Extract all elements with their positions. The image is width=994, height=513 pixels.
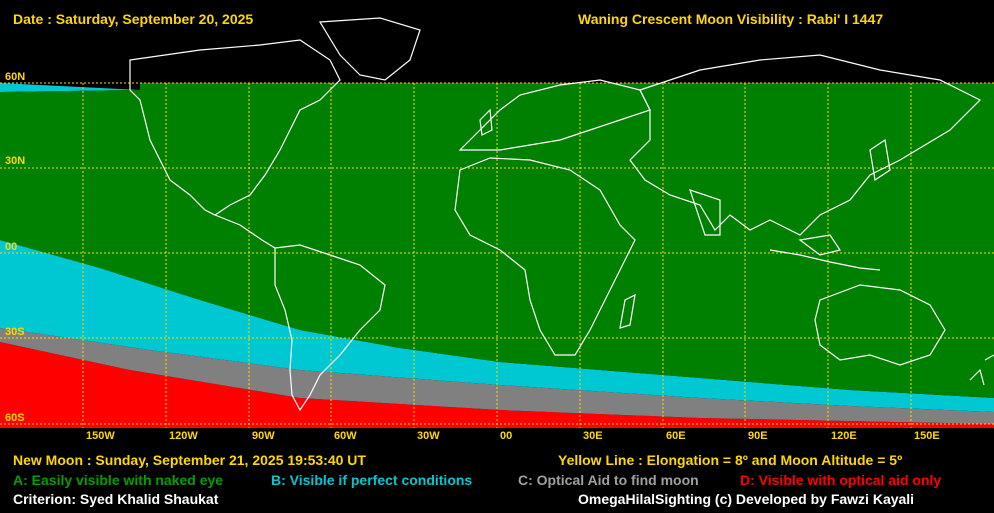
legend-d: D: Visible with optical aid only — [740, 472, 942, 488]
coastlines — [129, 17, 994, 412]
legend-a: A: Easily visible with naked eye — [13, 472, 224, 488]
date-label: Date : Saturday, September 20, 2025 — [13, 11, 254, 27]
lat-label-60s: 60S — [5, 412, 25, 424]
lat-label-60n: 60N — [5, 71, 26, 83]
map-title: Waning Crescent Moon Visibility : Rabi' … — [578, 11, 884, 27]
criterion-label: Criterion: Syed Khalid Shaukat — [13, 491, 219, 507]
zone-b-region-south — [0, 240, 994, 412]
yellow-line-label: Yellow Line : Elongation = 8º and Moon A… — [558, 452, 903, 468]
lon-label-150w: 150W — [86, 430, 115, 442]
credit-label: OmegaHilalSighting (c) Developed by Fawz… — [578, 491, 915, 507]
legend-b: B: Visible if perfect conditions — [271, 472, 473, 488]
lon-label-150e: 150E — [914, 430, 940, 442]
lon-label-60e: 60E — [666, 430, 686, 442]
new-moon-label: New Moon : Sunday, September 21, 2025 19… — [13, 452, 366, 468]
lat-label-30n: 30N — [5, 155, 26, 167]
lat-label-00: 00 — [5, 241, 18, 253]
zone-d-region — [0, 342, 994, 428]
lon-label-30e: 30E — [583, 430, 603, 442]
lon-label-120w: 120W — [169, 430, 198, 442]
lon-label-90w: 90W — [252, 430, 275, 442]
lat-label-30s: 30S — [5, 326, 25, 338]
legend-c: C: Optical Aid to find moon — [518, 472, 699, 488]
lon-label-60w: 60W — [334, 430, 357, 442]
zone-b-region — [0, 83, 140, 92]
lon-label-120e: 120E — [831, 430, 857, 442]
lon-label-30w: 30W — [417, 430, 440, 442]
lon-label-90e: 90E — [748, 430, 768, 442]
lon-label-00: 00 — [500, 430, 513, 442]
